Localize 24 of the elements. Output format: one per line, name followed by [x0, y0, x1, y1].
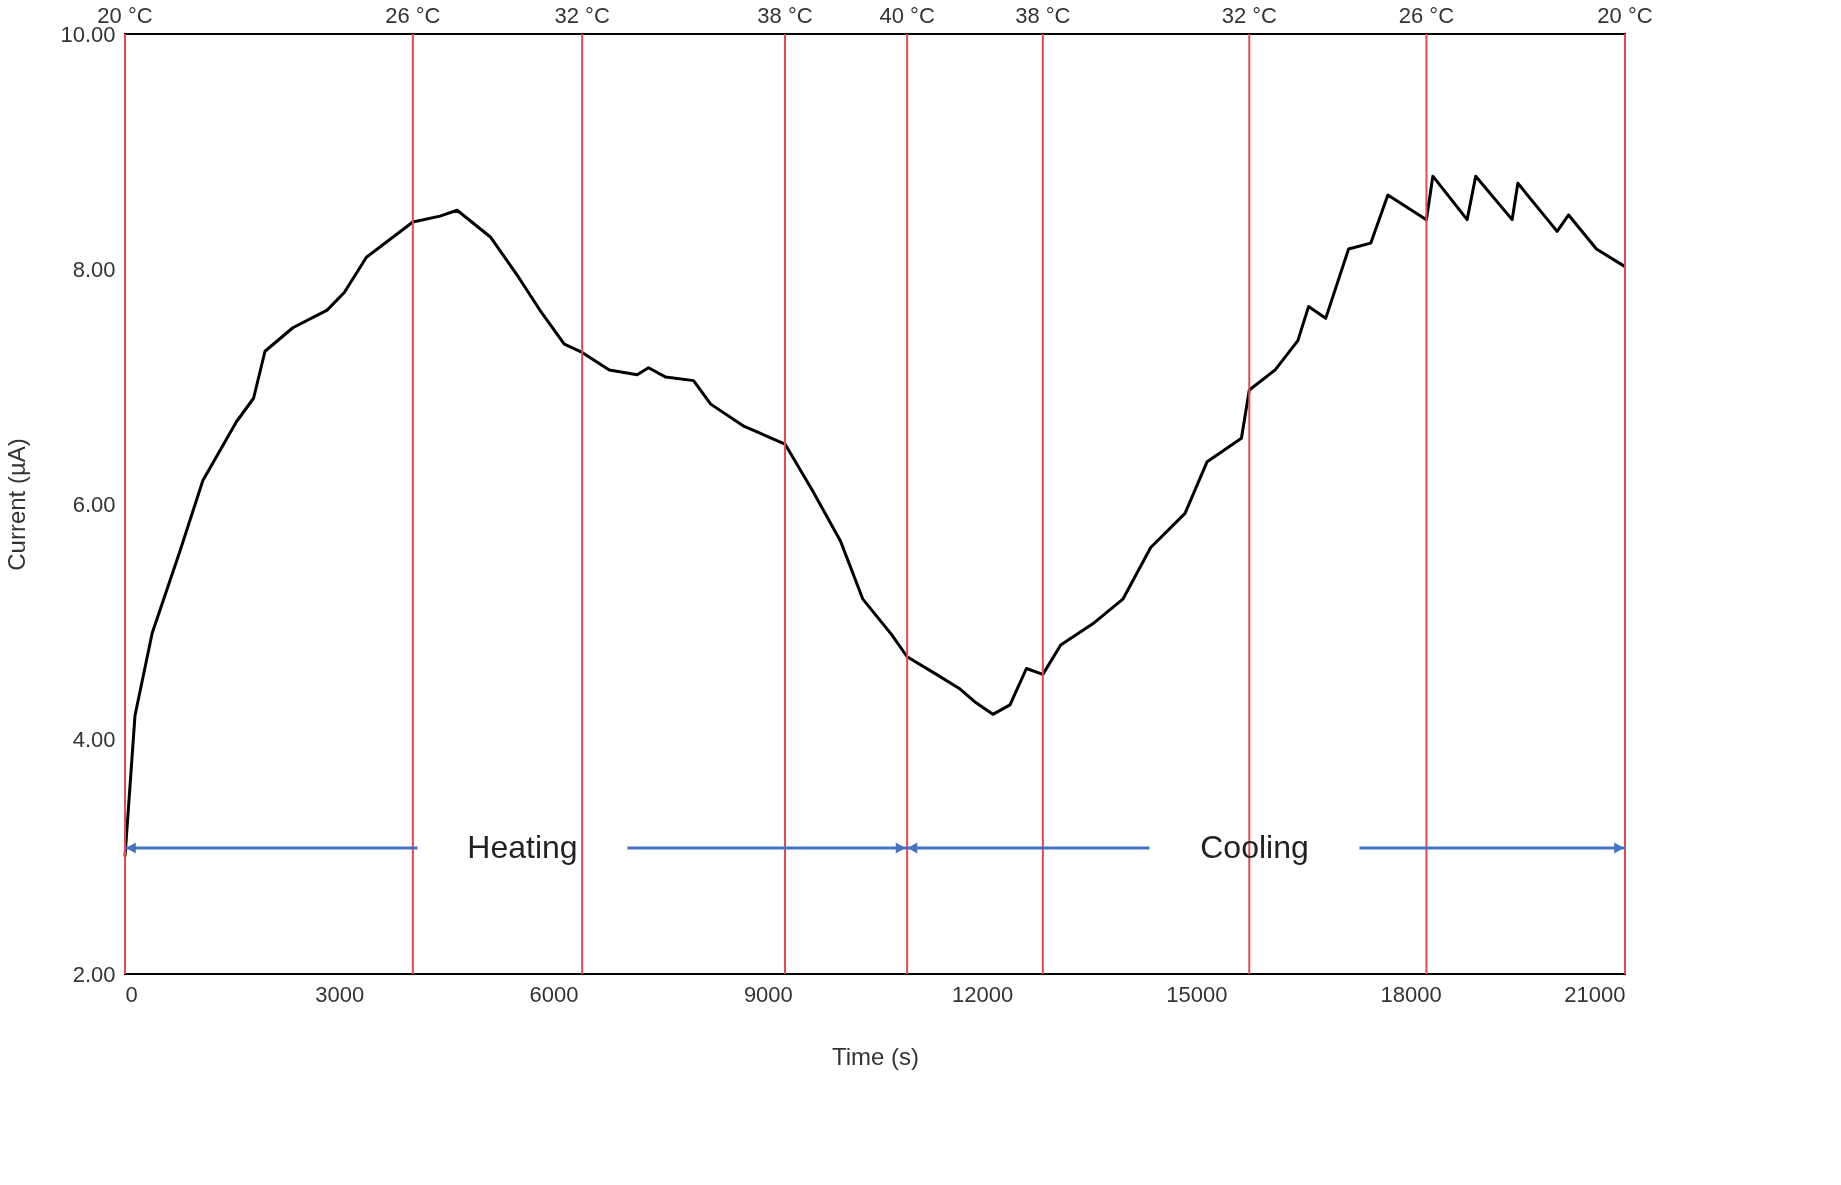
ref-line-label: 40 °C: [879, 3, 935, 28]
ref-line-label: 32 °C: [554, 3, 610, 28]
y-tick-label: 8.00: [72, 256, 116, 282]
x-tick-label: 12000: [952, 981, 1014, 1007]
ref-line-label: 38 °C: [1015, 3, 1071, 28]
annotation: Heating: [467, 829, 578, 866]
x-tick-label: 21000: [1564, 981, 1626, 1007]
x-tick-label: 18000: [1380, 981, 1442, 1007]
x-axis-title: Time (s): [831, 1042, 920, 1070]
y-tick-label: 6.00: [72, 491, 116, 517]
y-axis-title: Current (µA): [3, 438, 31, 571]
ref-line-label: 20 °C: [97, 3, 153, 28]
y-tick-label: 4.00: [72, 726, 116, 752]
ref-line-label: 38 °C: [757, 3, 813, 28]
x-tick-label: 6000: [529, 981, 579, 1007]
x-tick-label: 0: [125, 981, 138, 1007]
ref-line-label: 26 °C: [1398, 3, 1455, 28]
ref-line-label: 26 °C: [385, 3, 441, 28]
x-tick-label: 3000: [315, 981, 365, 1007]
ref-line-label: 20 °C: [1597, 3, 1653, 28]
x-tick-label: 15000: [1166, 981, 1228, 1007]
ref-line-label: 32 °C: [1221, 3, 1278, 28]
x-tick-label: 9000: [743, 981, 793, 1007]
y-tick-label: 2.00: [72, 961, 116, 987]
